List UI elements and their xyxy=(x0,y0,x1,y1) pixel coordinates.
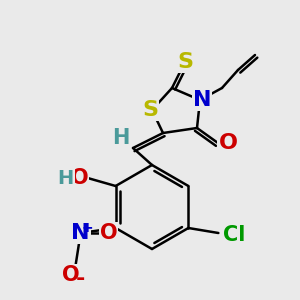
Text: S: S xyxy=(142,100,158,120)
Text: H: H xyxy=(112,128,130,148)
Text: O: O xyxy=(100,223,117,243)
Text: -: - xyxy=(76,269,85,289)
Text: N: N xyxy=(71,223,90,243)
Text: S: S xyxy=(177,52,193,72)
Text: H: H xyxy=(58,169,74,188)
Text: N: N xyxy=(193,90,211,110)
Text: +: + xyxy=(82,221,93,235)
Text: O: O xyxy=(62,265,80,285)
Text: Cl: Cl xyxy=(223,225,246,245)
Text: O: O xyxy=(71,168,88,188)
Text: O: O xyxy=(218,133,238,153)
